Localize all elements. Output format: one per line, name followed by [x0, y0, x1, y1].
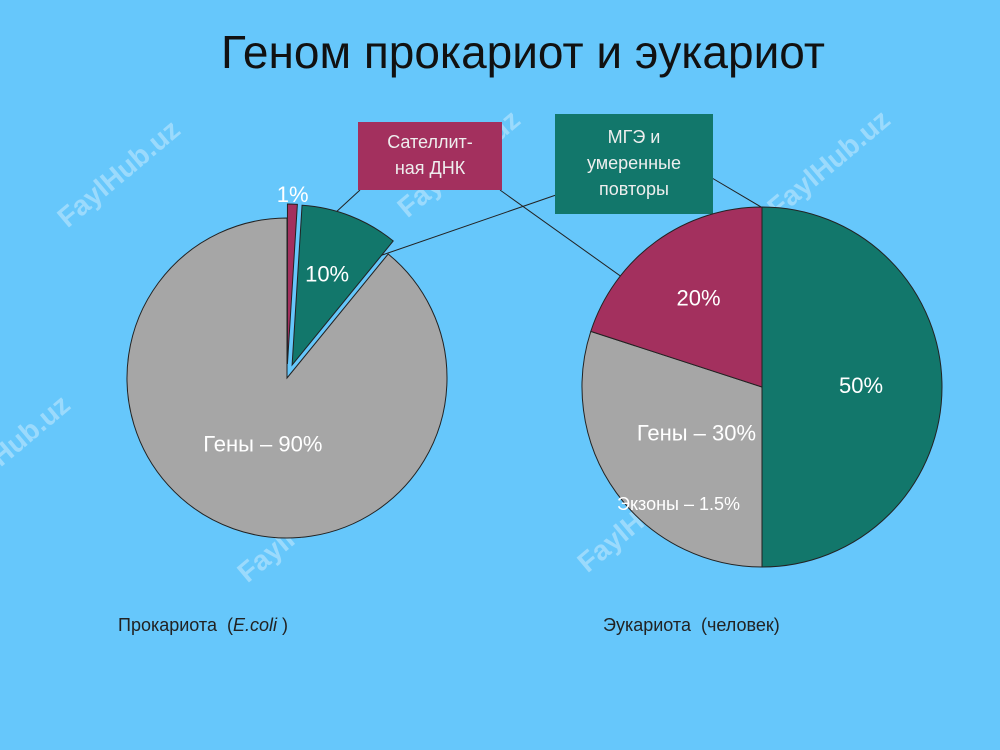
slice-label: 1% — [277, 182, 309, 207]
callout-text: умеренные — [587, 153, 681, 173]
callout-text: Сателлит- — [387, 132, 473, 152]
pie-caption: Эукариота (человек) — [603, 615, 780, 635]
slice-label: Гены – 90% — [203, 432, 322, 457]
caption-part: Прокариота ( — [118, 615, 233, 635]
pie-slice — [286, 203, 298, 365]
slice-label: Гены – 30% — [637, 420, 756, 445]
callout-text: МГЭ и — [608, 127, 661, 147]
callout-box — [555, 114, 713, 214]
pie-slice — [126, 217, 448, 539]
caption-part: Эукариота (человек) — [603, 615, 780, 635]
annotation: Экзоны – 1.5% — [617, 494, 740, 514]
callout-text: ная ДНК — [395, 158, 466, 178]
caption-part: ) — [277, 615, 288, 635]
pie-slice — [291, 204, 394, 367]
caption-part: E.coli — [233, 615, 278, 635]
slice-label: 20% — [676, 285, 720, 310]
slice-label: 10% — [305, 261, 349, 286]
pie-caption: Прокариота (E.coli ) — [118, 615, 288, 635]
slice-label: 50% — [839, 373, 883, 398]
pie-slice — [761, 206, 943, 568]
pie-slice — [590, 206, 763, 388]
pie-slice — [581, 330, 763, 568]
callout-line — [361, 194, 557, 263]
title: Геном прокариот и эукариот — [221, 26, 825, 78]
callout-box — [358, 122, 502, 190]
callout-text: повторы — [599, 179, 669, 199]
